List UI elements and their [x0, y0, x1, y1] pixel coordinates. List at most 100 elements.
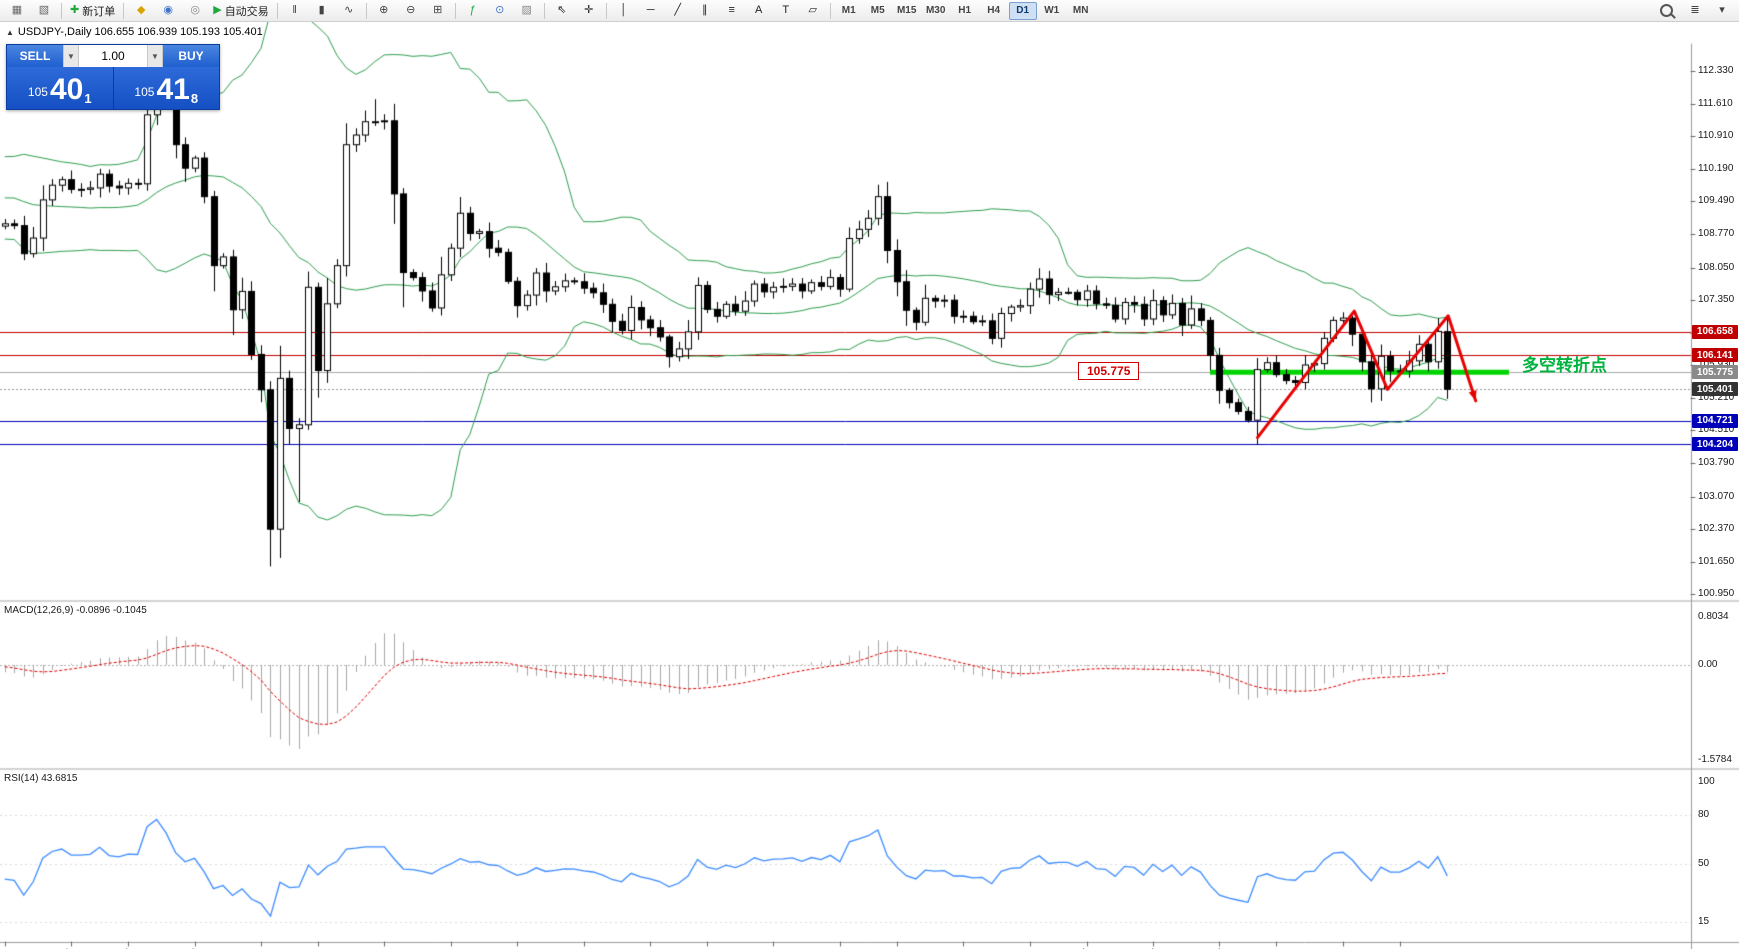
dropdown-icon-glyph: ▾: [1719, 4, 1725, 16]
autotrade-button-label: 自动交易: [224, 5, 269, 18]
ask-pip-digit: 8: [190, 91, 199, 106]
period-icon-glyph: ⊙: [495, 4, 505, 16]
properties-icon[interactable]: ≣: [1682, 1, 1708, 21]
bars-chart-icon-glyph: ‖: [292, 4, 297, 16]
horizontal-line-icon-glyph: ─: [646, 4, 655, 16]
fibonacci-icon[interactable]: ≡: [719, 1, 745, 21]
toolbar-separator: [829, 2, 831, 19]
timeframe-m5[interactable]: M5: [870, 5, 885, 16]
toolbar-separator: [123, 2, 125, 19]
bars-chart-icon[interactable]: ‖: [282, 1, 308, 21]
period-icon[interactable]: ⊙: [487, 1, 513, 21]
volume-dropdown-icon[interactable]: ▼: [147, 45, 163, 67]
toolbar-separator: [276, 2, 278, 19]
trade-panel-prices: 105 40 1 105 41 8: [7, 67, 219, 109]
new-chart-icon[interactable]: ▦: [4, 1, 30, 21]
collapse-icon[interactable]: ▲: [6, 27, 14, 37]
chart-title-text: USDJPY-,Daily 106.655 106.939 105.193 10…: [17, 26, 263, 38]
tile-windows-icon[interactable]: ⊞: [425, 1, 451, 21]
new-order-button-label: 新订单: [82, 5, 116, 18]
trendline-icon-glyph: ╱: [674, 4, 681, 16]
channel-icon-glyph: ∥: [701, 4, 708, 16]
autotrade-glyph: ▶: [213, 4, 222, 16]
timeframe-m15[interactable]: M15: [896, 5, 917, 16]
timeframe-m30[interactable]: M30: [925, 5, 946, 16]
vertical-line-icon-glyph: │: [620, 4, 628, 16]
chart-window: 112.330 111.610 110.910 110.190 109.490 108.7…: [0, 22, 1739, 949]
autotrade-button[interactable]: ▶ 自动交易: [209, 1, 272, 21]
deposit-icon-glyph: ◆: [136, 4, 146, 16]
zoom-out-icon-glyph: ⊖: [406, 4, 416, 16]
crosshair-icon-glyph: ✛: [584, 4, 594, 16]
zoom-out-icon[interactable]: ⊖: [398, 1, 424, 21]
bid-big-digits: 40: [49, 73, 84, 106]
timeframe-m1[interactable]: M1: [841, 5, 856, 16]
community-icon[interactable]: ◎: [182, 1, 208, 21]
template-icon[interactable]: ▨: [514, 1, 540, 21]
timeframe-d1[interactable]: D1: [1008, 1, 1037, 20]
turning-point-annotation: 多空转折点: [1522, 356, 1607, 376]
timeframe-w1[interactable]: W1: [1044, 5, 1060, 16]
shapes-icon-glyph: ▱: [808, 4, 817, 16]
buy-button[interactable]: BUY: [163, 45, 219, 67]
text-icon[interactable]: A: [746, 1, 772, 21]
volume-input[interactable]: 1.00: [79, 45, 147, 67]
price-level-annotation: 105.775: [1078, 362, 1140, 381]
toolbar: ▦ ▧ ✚ 新订单 ◆ ◉ ◎ ▶ 自动交易 ‖ ▮ ∿ ⊕ ⊖ ⊞ ƒ ⊙ ▨ ⇖ ✛ │ ─ ╱ ∥ ≡ A T ▱ M1 M5 M15…: [0, 0, 1739, 22]
ask-big-digits: 41: [156, 73, 190, 106]
channel-icon[interactable]: ∥: [692, 1, 718, 21]
deposit-icon[interactable]: ◆: [128, 1, 154, 21]
candles-chart-icon-glyph: ▮: [318, 4, 325, 16]
toolbar-separator: [365, 2, 367, 19]
new-chart-icon-glyph: ▦: [11, 4, 23, 16]
toolbar-separator: [605, 2, 607, 19]
zoom-in-icon-glyph: ⊕: [379, 4, 389, 16]
sell-button[interactable]: SELL: [7, 45, 63, 67]
accounts-icon[interactable]: ◉: [155, 1, 181, 21]
bid-pip-digit: 1: [84, 91, 92, 106]
crosshair-icon[interactable]: ✛: [576, 1, 602, 21]
new-order-button[interactable]: ✚ 新订单: [66, 1, 119, 21]
accounts-icon-glyph: ◉: [163, 4, 174, 16]
shapes-icon[interactable]: ▱: [800, 1, 826, 21]
trendline-icon[interactable]: ╱: [665, 1, 691, 21]
one-click-trading-panel: SELL ▼ 1.00 ▼ BUY 105 40 1 105 41 8: [6, 44, 220, 110]
vertical-line-icon[interactable]: │: [611, 1, 637, 21]
text-icon-glyph: A: [755, 4, 763, 16]
cursor-icon-glyph: ⇖: [557, 4, 567, 16]
ask-prefix: 105: [134, 84, 155, 99]
trade-panel-divider: [112, 67, 114, 109]
search-icon: [1660, 4, 1673, 17]
sell-dropdown-icon[interactable]: ▼: [63, 45, 79, 67]
horizontal-line-icon[interactable]: ─: [638, 1, 664, 21]
zoom-in-icon[interactable]: ⊕: [371, 1, 397, 21]
fibonacci-icon-glyph: ≡: [728, 4, 735, 16]
properties-icon-glyph: ≣: [1690, 4, 1700, 16]
timeframe-h4[interactable]: H4: [987, 5, 1001, 16]
toolbar-separator: [61, 2, 62, 19]
rsi-indicator-label: RSI(14) 43.6815: [4, 773, 78, 784]
cursor-icon[interactable]: ⇖: [549, 1, 575, 21]
label-icon[interactable]: T: [773, 1, 799, 21]
line-chart-icon[interactable]: ∿: [336, 1, 362, 21]
dropdown-icon[interactable]: ▾: [1709, 1, 1735, 21]
timeframe-h1[interactable]: H1: [958, 5, 972, 16]
indicators-icon[interactable]: ƒ: [460, 1, 486, 21]
macd-indicator-label: MACD(12,26,9) -0.0896 -0.1045: [4, 605, 147, 616]
search-icon[interactable]: [1652, 1, 1681, 21]
profiles-icon[interactable]: ▧: [31, 1, 57, 21]
ask-price[interactable]: 105 41 8: [114, 67, 220, 109]
indicators-icon-glyph: ƒ: [469, 4, 476, 16]
community-icon-glyph: ◎: [190, 4, 201, 16]
profiles-icon-glyph: ▧: [38, 4, 50, 16]
line-chart-icon-glyph: ∿: [344, 4, 354, 16]
toolbar-separator: [454, 2, 456, 19]
trade-panel-controls: SELL ▼ 1.00 ▼ BUY: [7, 45, 219, 67]
timeframe-mn[interactable]: MN: [1072, 5, 1089, 16]
bid-price[interactable]: 105 40 1: [7, 67, 113, 109]
toolbar-separator: [543, 2, 545, 19]
chart-title: ▲ USDJPY-,Daily 106.655 106.939 105.193 …: [6, 26, 263, 38]
candles-chart-icon[interactable]: ▮: [309, 1, 335, 21]
chart-canvas[interactable]: [0, 22, 1739, 949]
